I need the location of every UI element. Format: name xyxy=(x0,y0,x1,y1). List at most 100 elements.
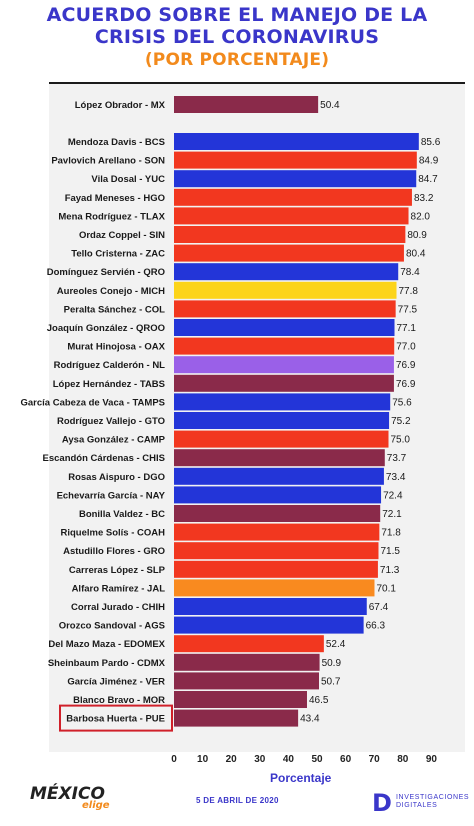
value-label-riquelme-solis-coah: 71.8 xyxy=(381,528,401,539)
category-label-fayad-meneses-hgo: Fayad Meneses - HGO xyxy=(65,193,165,204)
bar-orozco-sandoval-ags xyxy=(174,616,364,634)
brand-left-text: MÉXICO xyxy=(30,784,105,804)
category-label-blanco-bravo-mor: Blanco Bravo - MOR xyxy=(73,695,165,706)
category-label-sheinbaum-pardo-cdmx: Sheinbaum Pardo - CDMX xyxy=(48,658,166,669)
bar-joaquin-gonzalez-qroo xyxy=(174,319,395,336)
value-label-echevarria-garcia-nay: 72.4 xyxy=(383,490,403,501)
bar-aureoles-conejo-mich xyxy=(174,281,397,299)
category-label-tello-cristerna-zac: Tello Cristerna - ZAC xyxy=(71,249,165,260)
category-label-garcia-jimenez-ver: García Jiménez - VER xyxy=(67,676,165,687)
value-label-rosas-aispuro-dgo: 73.4 xyxy=(386,472,406,483)
value-label-aureoles-conejo-mich: 77.8 xyxy=(399,286,419,297)
value-label-sheinbaum-pardo-cdmx: 50.9 xyxy=(322,658,342,669)
value-label-murat-hinojosa-oax: 77.0 xyxy=(396,342,416,353)
bar-tello-cristerna-zac xyxy=(174,244,404,262)
x-tick-label-70: 70 xyxy=(369,754,381,765)
category-label-murat-hinojosa-oax: Murat Hinojosa - OAX xyxy=(67,342,165,353)
value-label-pavlovich-arellano-son: 84.9 xyxy=(419,156,439,167)
bar-pavlovich-arellano-son xyxy=(174,151,417,169)
bar-lopez-hernandez-tabs xyxy=(174,374,394,392)
category-label-rosas-aispuro-dgo: Rosas Aispuro - DGO xyxy=(68,472,165,483)
category-label-dominguez-servien-qro: Domínguez Servién - QRO xyxy=(47,267,165,278)
value-label-aysa-gonzalez-camp: 75.0 xyxy=(391,435,411,446)
value-label-escandon-cardenas-chis: 73.7 xyxy=(387,453,407,464)
bar-echevarria-garcia-nay xyxy=(174,486,382,504)
value-label-lopez-hernandez-tabs: 76.9 xyxy=(396,379,416,390)
bar-carreras-lopez-slp xyxy=(174,560,378,578)
category-label-garcia-cabeza-de-vaca-tamps: García Cabeza de Vaca - TAMPS xyxy=(21,397,166,408)
bar-rodriguez-vallejo-gto xyxy=(174,412,390,429)
category-label-lopez-hernandez-tabs: López Hernández - TABS xyxy=(53,379,165,390)
bar-ordaz-coppel-sin xyxy=(174,226,406,243)
category-label-alfaro-ramirez-jal: Alfaro Ramírez - JAL xyxy=(72,583,166,594)
x-axis-title: Porcentaje xyxy=(270,771,332,785)
bar-alfaro-ramirez-jal xyxy=(174,579,375,597)
category-label-peralta-sanchez-col: Peralta Sánchez - COL xyxy=(64,304,166,315)
value-label-tello-cristerna-zac: 80.4 xyxy=(406,249,426,260)
value-label-garcia-jimenez-ver: 50.7 xyxy=(321,676,341,687)
chart-title-line2: CRISIS DEL CORONAVIRUS xyxy=(94,26,380,48)
bar-riquelme-solis-coah xyxy=(174,523,380,541)
x-tick-label-20: 20 xyxy=(226,754,238,765)
brand-left-sub: elige xyxy=(82,800,110,811)
bar-corral-jurado-chih xyxy=(174,598,367,615)
brand-right-text: INVESTIGACIONES DIGITALES xyxy=(396,794,469,810)
category-label-mendoza-davis-bcs: Mendoza Davis - BCS xyxy=(68,137,165,148)
bar-del-mazo-maza-edomex xyxy=(174,635,324,653)
value-label-rodriguez-vallejo-gto: 75.2 xyxy=(391,416,411,427)
category-label-carreras-lopez-slp: Carreras López - SLP xyxy=(69,565,166,576)
bar-murat-hinojosa-oax xyxy=(174,337,395,355)
chart-subtitle: (POR PORCENTAJE) xyxy=(144,50,330,70)
value-label-joaquin-gonzalez-qroo: 77.1 xyxy=(397,323,417,334)
category-label-corral-jurado-chih: Corral Jurado - CHIH xyxy=(71,602,165,613)
category-label-escandon-cardenas-chis: Escandón Cárdenas - CHIS xyxy=(43,453,165,464)
category-label-joaquin-gonzalez-qroo: Joaquín González - QROO xyxy=(47,323,165,334)
category-label-orozco-sandoval-ags: Orozco Sandoval - AGS xyxy=(59,621,165,632)
bar-escandon-cardenas-chis xyxy=(174,449,385,467)
value-label-corral-jurado-chih: 67.4 xyxy=(369,602,389,613)
highlight-box xyxy=(59,704,173,732)
bar-rodriguez-calderon-nl xyxy=(174,356,394,374)
value-label-blanco-bravo-mor: 46.5 xyxy=(309,695,329,706)
bar-sheinbaum-pardo-cdmx xyxy=(174,653,320,671)
value-label-lopez-obrador-mx: 50.4 xyxy=(320,100,340,111)
category-label-rodriguez-vallejo-gto: Rodríguez Vallejo - GTO xyxy=(57,416,165,427)
category-label-del-mazo-maza-edomex: Del Mazo Maza - EDOMEX xyxy=(48,639,165,650)
category-label-vila-dosal-yuc: Vila Dosal - YUC xyxy=(91,174,165,185)
x-tick-label-10: 10 xyxy=(197,754,209,765)
bar-fayad-meneses-hgo xyxy=(174,188,412,206)
mexico-elige-logo: MÉXICO elige xyxy=(30,784,110,811)
category-label-barbosa-huerta-pue: Barbosa Huerta - PUE xyxy=(66,714,165,725)
bar-barbosa-huerta-pue xyxy=(174,709,299,727)
brand-right-mark: D xyxy=(372,789,392,817)
value-label-mendoza-davis-bcs: 85.6 xyxy=(421,137,441,148)
category-label-echevarria-garcia-nay: Echevarría García - NAY xyxy=(57,490,166,501)
bar-mendoza-davis-bcs xyxy=(174,133,419,150)
chart-title-line1: ACUERDO SOBRE EL MANEJO DE LA xyxy=(46,4,428,26)
bar-peralta-sanchez-col xyxy=(174,300,396,318)
x-tick-label-60: 60 xyxy=(340,754,352,765)
value-label-fayad-meneses-hgo: 83.2 xyxy=(414,193,434,204)
brand-right-line2: DIGITALES xyxy=(396,802,438,809)
bar-aysa-gonzalez-camp xyxy=(174,430,389,448)
value-label-rodriguez-calderon-nl: 76.9 xyxy=(396,360,416,371)
category-label-lopez-obrador-mx: López Obrador - MX xyxy=(75,100,166,111)
bar-garcia-cabeza-de-vaca-tamps xyxy=(174,393,391,411)
x-tick-label-30: 30 xyxy=(254,754,266,765)
x-tick-label-90: 90 xyxy=(426,754,438,765)
bar-bonilla-valdez-bc xyxy=(174,505,381,522)
category-label-ordaz-coppel-sin: Ordaz Coppel - SIN xyxy=(79,230,165,241)
bar-lopez-obrador-mx xyxy=(174,96,319,113)
category-label-pavlovich-arellano-son: Pavlovich Arellano - SON xyxy=(51,156,165,167)
investigaciones-digitales-logo: D INVESTIGACIONES DIGITALES xyxy=(372,789,472,819)
value-label-ordaz-coppel-sin: 80.9 xyxy=(407,230,427,241)
value-label-orozco-sandoval-ags: 66.3 xyxy=(366,621,386,632)
category-label-aysa-gonzalez-camp: Aysa González - CAMP xyxy=(62,435,166,446)
x-tick-label-80: 80 xyxy=(397,754,409,765)
bar-mena-rodriguez-tlax xyxy=(174,207,409,225)
bar-astudillo-flores-gro xyxy=(174,542,379,560)
value-label-del-mazo-maza-edomex: 52.4 xyxy=(326,639,346,650)
value-label-vila-dosal-yuc: 84.7 xyxy=(418,174,438,185)
category-label-rodriguez-calderon-nl: Rodríguez Calderón - NL xyxy=(54,360,166,371)
